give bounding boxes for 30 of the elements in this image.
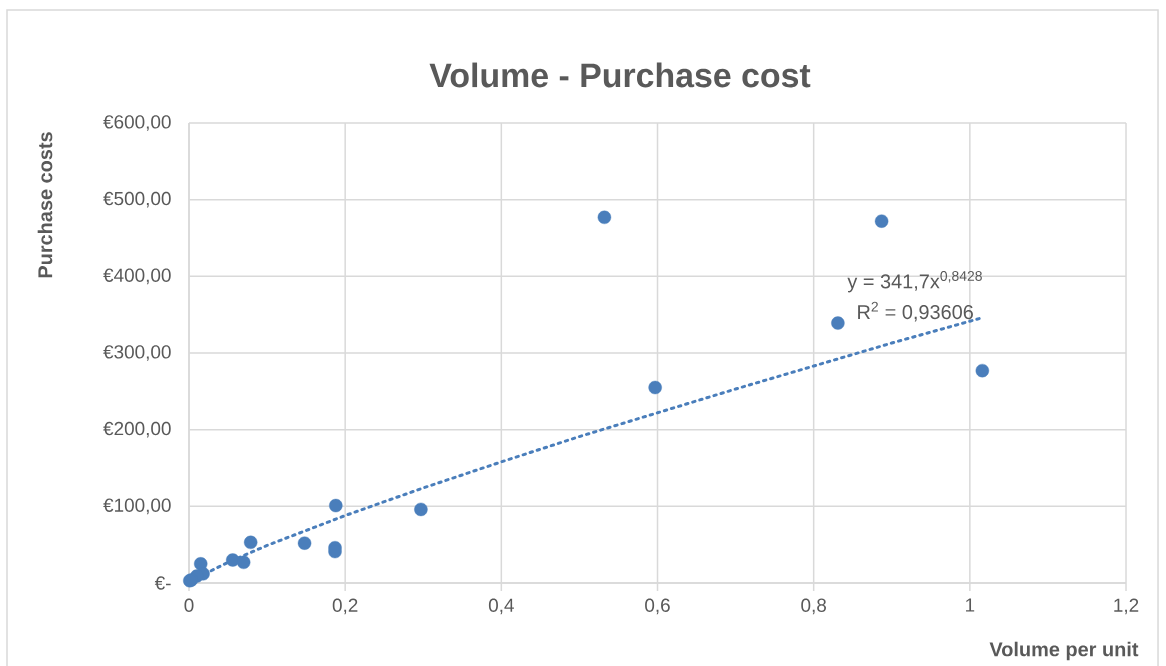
point bbox=[297, 536, 312, 550]
annotation: R$^{2}$ = 0,93606 bbox=[858, 301, 973, 322]
x-tick-label: 0,2 bbox=[332, 598, 358, 615]
chart-title: Volume - Purchase cost bbox=[429, 62, 811, 88]
point bbox=[648, 380, 662, 395]
y-tick-label: €200,00 bbox=[103, 421, 171, 438]
point bbox=[236, 555, 251, 569]
point bbox=[226, 553, 240, 567]
x-axis-title: Volume per unit bbox=[989, 641, 1139, 661]
x-tick-label: 0,8 bbox=[801, 598, 827, 615]
y-axis-title: Purchase costs bbox=[37, 132, 53, 278]
point bbox=[243, 535, 258, 550]
y-tick-label: €600,00 bbox=[103, 115, 171, 131]
point bbox=[329, 498, 343, 513]
point bbox=[831, 316, 845, 330]
point bbox=[874, 214, 889, 228]
y-tick-label: €400,00 bbox=[103, 268, 171, 285]
point bbox=[597, 210, 612, 224]
x-tick-label: 0 bbox=[184, 598, 194, 612]
x-tick-label: 1,2 bbox=[1114, 598, 1139, 615]
x-tick-label: 0,6 bbox=[645, 598, 670, 615]
y-tick-label: €- bbox=[154, 576, 171, 590]
annotation: y = 341,7x$^{0,8428}$ bbox=[847, 271, 982, 293]
x-tick-label: 1 bbox=[966, 598, 975, 612]
y-tick-label: €100,00 bbox=[103, 498, 171, 515]
point bbox=[975, 363, 990, 378]
x-tick-label: 0,4 bbox=[488, 598, 514, 615]
point bbox=[414, 502, 428, 517]
y-tick-label: €500,00 bbox=[103, 191, 171, 208]
y-tick-label: €300,00 bbox=[103, 345, 171, 361]
